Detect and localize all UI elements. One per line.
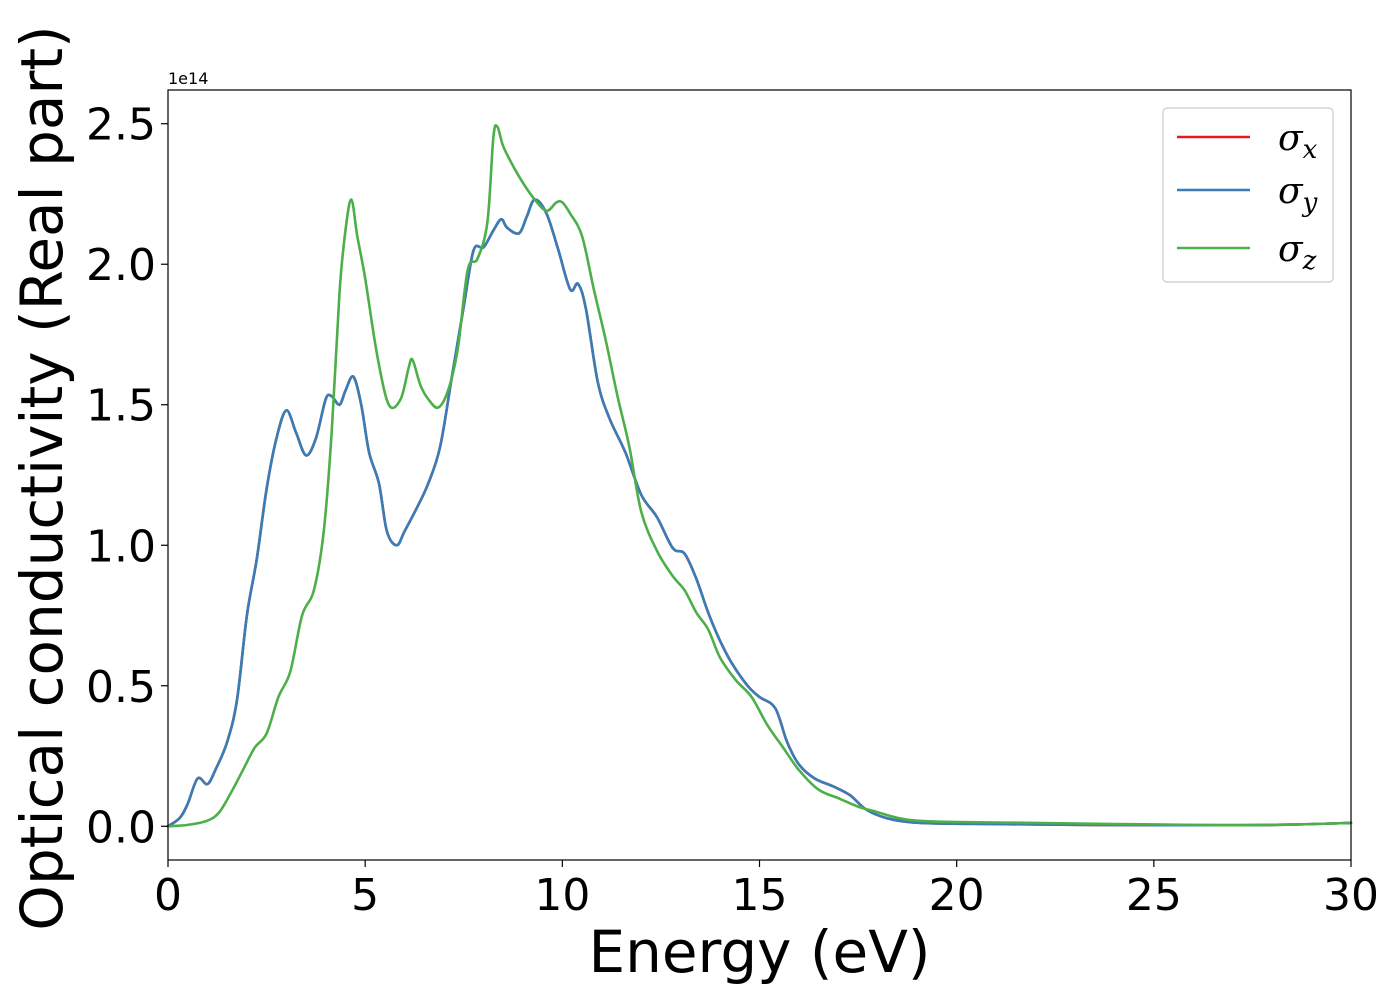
legend-box: [1162, 107, 1334, 283]
y-offset-label: 1e14: [168, 69, 208, 88]
x-tick-label: 20: [929, 870, 985, 921]
x-axis-ticks: 0 5 10 15 20 25 30: [154, 860, 1379, 921]
y-axis-label: Optical conductivity (Real part): [8, 25, 76, 930]
x-axis-label: Energy (eV): [588, 918, 930, 986]
y-tick-label: 1.0: [86, 521, 156, 572]
series-layer: [166, 123, 1353, 828]
y-axis-ticks: 0.0 0.5 1.0 1.5 2.0 2.5: [86, 100, 168, 853]
series-line-y: [166, 198, 1353, 828]
plot-background: [168, 90, 1351, 860]
legend-label-y: σy: [1278, 171, 1318, 218]
legend-label-z: σz: [1278, 229, 1317, 276]
x-tick-label: 0: [154, 870, 182, 921]
x-tick-label: 15: [732, 870, 788, 921]
legend-label-x: σx: [1278, 118, 1318, 165]
x-tick-label: 25: [1126, 870, 1182, 921]
x-tick-label: 5: [351, 870, 379, 921]
series-line-z: [166, 123, 1353, 828]
y-tick-label: 0.5: [86, 662, 156, 713]
y-tick-label: 2.5: [86, 100, 156, 151]
legend: σx σy σz: [1162, 107, 1334, 283]
x-tick-label: 10: [534, 870, 590, 921]
y-tick-label: 2.0: [86, 240, 156, 291]
y-tick-label: 1.5: [86, 381, 156, 432]
y-tick-label: 0.0: [86, 802, 156, 853]
x-tick-label: 30: [1323, 870, 1379, 921]
